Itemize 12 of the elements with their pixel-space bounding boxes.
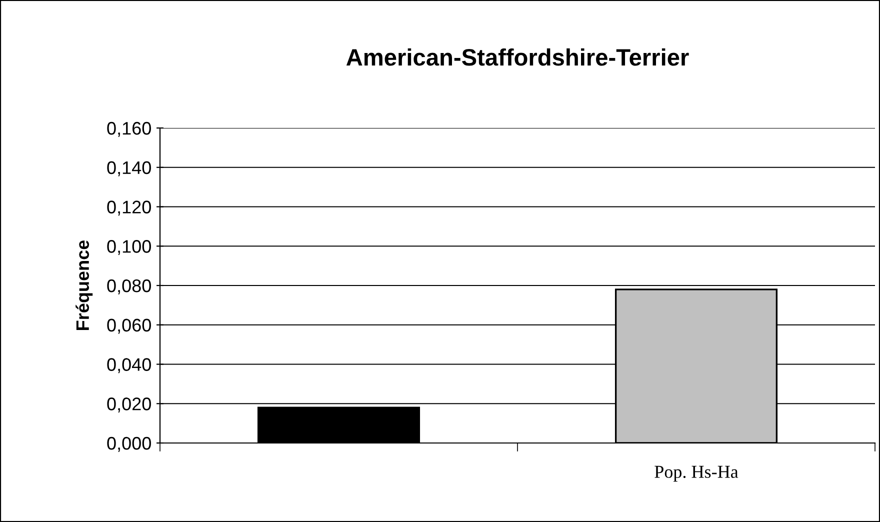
y-tick-label: 0,120 [107,200,151,216]
y-tick-label: 0,100 [107,240,151,255]
y-tick-label: 0,080 [107,279,151,294]
y-axis-title: Fréquence [76,240,93,330]
y-tick-label: 0,160 [107,122,151,137]
chart-title: American-Staffordshire-Terrier [346,48,689,66]
y-tick-label: 0,040 [107,358,151,374]
y-tick-label: 0,000 [107,436,151,452]
y-tick-label: 0,060 [107,318,151,334]
y-tick-label: 0,140 [107,161,151,176]
x-tick-label: Pop. Hs-Ha [654,466,738,482]
y-tick-label: 0,020 [107,398,151,412]
